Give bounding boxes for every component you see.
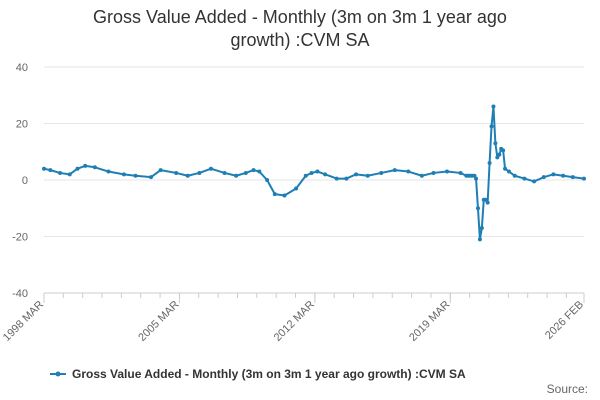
data-point [541, 175, 546, 180]
data-point [294, 186, 299, 191]
x-tick-label: 2012 MAR [272, 299, 317, 344]
chart-title-line-1: Gross Value Added - Monthly (3m on 3m 1 … [93, 7, 507, 27]
x-axis: 1998 MAR 2005 MAR 2012 MAR 2019 MAR 2026 FEB [1, 292, 586, 344]
data-point [303, 173, 308, 178]
data-point [334, 176, 339, 181]
y-tick-label: 20 [16, 119, 28, 131]
data-point [483, 197, 488, 202]
data-point [208, 166, 213, 171]
data-point [92, 165, 97, 170]
data-point [379, 170, 384, 175]
data-point [487, 161, 492, 166]
data-point [106, 169, 111, 174]
data-point [315, 169, 320, 174]
data-point [243, 170, 248, 175]
data-point [561, 173, 566, 178]
data-point [234, 173, 239, 178]
data-point [121, 172, 126, 177]
y-tick-label: 40 [16, 62, 28, 74]
data-point [158, 168, 163, 173]
data-point [506, 169, 511, 174]
data-point [479, 226, 484, 231]
data-point [475, 206, 480, 211]
data-point [282, 193, 287, 198]
data-point [75, 166, 80, 171]
data-point [431, 170, 436, 175]
data-point [445, 169, 450, 174]
data-point [503, 166, 508, 171]
series-line [43, 105, 585, 241]
data-point [497, 152, 502, 157]
data-point [522, 176, 527, 181]
chart-title-line-2: growth) :CVM SA [230, 30, 370, 50]
data-point [477, 237, 482, 242]
x-tick-label: 2005 MAR [136, 299, 181, 344]
data-point [222, 170, 227, 175]
data-point [474, 176, 479, 181]
data-point [58, 170, 63, 175]
data-point [512, 173, 517, 178]
data-point [501, 148, 506, 153]
data-point [551, 172, 556, 177]
y-tick-label: -40 [12, 288, 28, 300]
grid-lines [44, 66, 584, 294]
data-point [406, 169, 411, 174]
data-point [42, 166, 46, 171]
data-point [67, 172, 72, 177]
data-point [489, 124, 494, 129]
data-point [458, 170, 463, 175]
data-point [309, 170, 314, 175]
data-point [272, 192, 277, 197]
data-point [265, 178, 270, 182]
data-point [174, 170, 179, 175]
chart-title: Gross Value Added - Monthly (3m on 3m 1 … [0, 6, 600, 52]
data-point [570, 175, 575, 180]
data-point [419, 173, 424, 178]
data-point [365, 173, 370, 178]
data-point [133, 173, 138, 178]
data-point [323, 172, 328, 177]
data-point [485, 200, 490, 205]
data-point [48, 168, 53, 173]
data-point [148, 175, 153, 180]
data-point [493, 141, 498, 146]
source-label: Source: [546, 382, 588, 396]
legend[interactable]: Gross Value Added - Monthly (3m on 3m 1 … [50, 367, 466, 381]
y-tick-label: 0 [22, 175, 28, 187]
data-point [251, 168, 256, 173]
legend-label: Gross Value Added - Monthly (3m on 3m 1 … [72, 367, 466, 381]
y-axis-ticks: 40 20 0 -20 -40 [12, 62, 28, 300]
x-tick-label: 1998 MAR [1, 299, 46, 344]
data-point [532, 179, 537, 184]
data-point [495, 155, 500, 160]
data-point [257, 169, 262, 174]
data-point [185, 173, 190, 178]
data-point [354, 172, 359, 177]
data-point [491, 104, 496, 109]
data-point [83, 163, 88, 168]
x-tick-label: 2019 MAR [407, 299, 452, 344]
series-group [42, 104, 586, 242]
y-tick-label: -20 [12, 232, 28, 244]
x-tick-label: 2026 FEB [543, 299, 586, 342]
data-point [582, 176, 586, 181]
data-point [392, 168, 397, 173]
data-point [197, 170, 202, 175]
data-point [344, 176, 349, 181]
legend-marker [55, 371, 61, 377]
